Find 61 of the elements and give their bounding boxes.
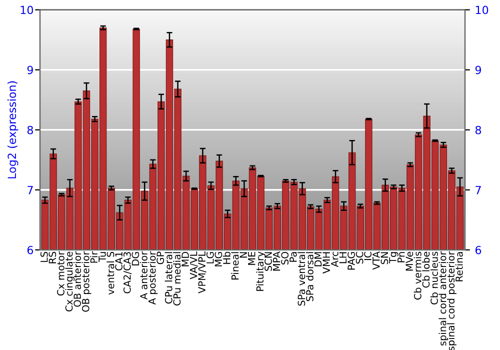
x-tick-label: VTA [372,251,380,270]
x-tick-label: CPu medial [173,252,181,306]
y-tick-label: 7 [28,186,33,194]
x-tick-label: CA2/CA3 [123,252,132,294]
x-tick-label: VMH [322,252,330,274]
x-tick-label: IC [364,252,372,260]
x-tick-label: SPa ventral [298,252,306,306]
x-tick-label: SN [380,252,388,264]
x-tick-label: Arc [331,252,338,267]
y-axis-title: Log2 (expression) [7,81,18,178]
x-tick-label: Pir [90,251,98,263]
x-tick-label: VPM/VPL [198,251,206,294]
x-tick-label: MD [182,252,189,266]
x-tick-label: Retina [455,252,463,282]
x-tick-label: MPA [272,251,280,271]
x-tick-label: OB posterior [82,251,92,312]
x-tick-label: Cb vermis [414,252,422,300]
x-tick-label: VA/VL [190,251,198,280]
y-tick-label: 8 [27,126,33,134]
x-tick-label: Pn [398,252,405,262]
x-tick-label: CA1 [115,252,123,270]
x-tick-label: LH [339,252,346,264]
x-tick-label: DG [132,252,140,266]
x-tick-label: SCN [264,252,272,271]
x-tick-label: CPu lateral [164,252,172,304]
y2-tick-label: 8 [475,126,482,134]
x-tick-label: SC [356,252,364,264]
y2-tick-label: 7 [476,186,481,194]
x-tick-label: spinal cord anterior [438,251,448,346]
x-tick-label: OB anterior [73,251,82,307]
y2-tick-label: 9 [475,66,482,74]
x-tick-label: A anterior [140,251,148,300]
x-tick-label: Cb lobe [422,252,430,288]
x-tick-label: SO [281,252,289,264]
y-tick-label: 9 [27,66,33,74]
x-tick-label: SPa dorsal [306,252,314,302]
x-tick-label: PAG [348,252,355,270]
x-tick-label: Cx cingulate [65,252,75,312]
x-tick-label: GP [156,252,164,264]
x-tick-label: N [240,252,247,258]
x-tick-label: ventral S [106,252,114,295]
x-tick-label: Tu [98,252,106,262]
x-tick-label: ME [248,252,256,265]
x-tick-label: Pineal [231,252,239,280]
x-tick-label: Pa [290,252,297,262]
x-tick-label: Tg [389,252,398,264]
x-tick-label: MVe [406,252,414,271]
x-tick-label: A posterior [148,251,158,305]
x-tick-label: DM [314,252,322,266]
x-tick-label: Cb nucleus [430,252,438,304]
y2-tick-label: 6 [476,246,482,254]
x-tick-label: Hb [222,252,230,264]
y-tick-label: 10 [20,6,34,14]
y-tick-label: 6 [27,246,34,254]
x-tick-label: MG [214,252,222,266]
x-tick-label: LG [206,252,214,264]
x-tick-label: RS [48,252,56,264]
x-tick-label: Cx motor [57,251,64,296]
x-tick-label: LS [40,252,48,262]
x-tick-label: Pituitary [256,252,266,291]
y2-tick-label: 10 [476,6,488,14]
